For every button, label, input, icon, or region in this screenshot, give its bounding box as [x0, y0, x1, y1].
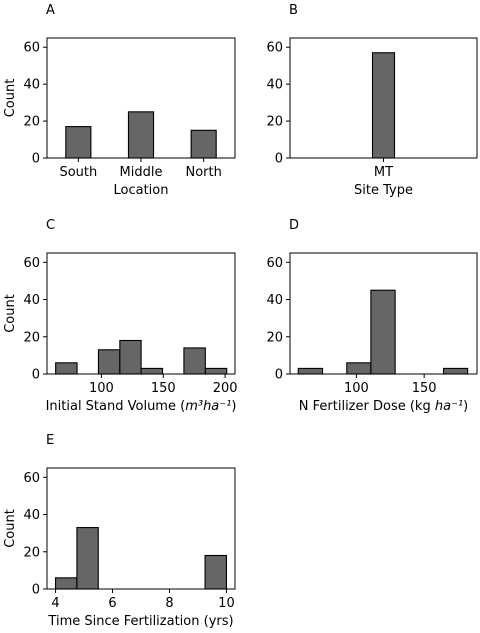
x-tick-label: North	[185, 165, 221, 180]
panel-letter: D	[289, 218, 299, 233]
y-tick-label: 20	[266, 330, 283, 345]
x-tick-label: 8	[165, 596, 173, 611]
histogram-bar	[297, 367, 324, 375]
x-tick-label: 100	[89, 381, 114, 396]
histogram-bar	[370, 289, 396, 375]
y-tick-label: 0	[32, 368, 40, 383]
x-tick-label: 10	[218, 596, 235, 611]
y-tick-label: 40	[23, 78, 40, 93]
axes-frame	[46, 252, 236, 375]
y-tick-label: 40	[266, 293, 283, 308]
panel-d: D 100 150 0 20 40 60 N Fertilizer Dose (kg ha⁻¹…	[266, 218, 478, 414]
x-tick-label: 100	[344, 381, 369, 396]
y-tick-label: 60	[266, 41, 283, 56]
panel-letter: A	[46, 3, 55, 18]
histogram-bar	[54, 577, 78, 590]
y-axis-label: Count	[3, 294, 18, 333]
bar-south	[65, 126, 92, 159]
y-tick-label: 0	[275, 152, 283, 167]
panel-e: E 4 6 8 10 0 20 40 60 Count Time Since Fertilizati…	[3, 433, 236, 629]
panel-letter: B	[289, 3, 298, 18]
histogram-bar	[346, 362, 372, 375]
y-axis-label: Count	[3, 509, 18, 548]
y-tick-label: 0	[275, 368, 283, 383]
bar-middle	[127, 111, 155, 159]
y-tick-label: 20	[23, 115, 40, 130]
histogram-bar	[97, 349, 121, 375]
axes-frame	[46, 37, 236, 159]
y-axis-label: Count	[3, 79, 18, 118]
y-tick-label: 60	[23, 41, 40, 56]
y-tick-label: 40	[23, 293, 40, 308]
histogram-bar	[76, 527, 99, 590]
bar-mt	[371, 52, 396, 159]
histogram-bar	[204, 367, 228, 375]
x-axis-label: Time Since Fertilization (yrs)	[47, 614, 233, 629]
y-tick-label: 60	[23, 256, 40, 271]
y-tick-label: 40	[23, 508, 40, 523]
panel-a: A South Middle North 0 20 40 60 Count Location	[3, 3, 236, 198]
histogram-bar	[442, 367, 469, 375]
x-tick-label: South	[59, 165, 97, 180]
y-tick-label: 60	[266, 256, 283, 271]
x-axis-label: Location	[114, 183, 169, 198]
x-tick-label: 200	[213, 381, 238, 396]
x-axis-label: Initial Stand Volume (m³ha⁻¹)	[46, 399, 237, 414]
axes-frame	[289, 37, 478, 159]
axes-frame	[46, 467, 236, 590]
panel-c: C 100 150 200 0 20 40 60 Count Initial Stand Volu…	[3, 218, 238, 414]
panel-letter: C	[46, 218, 55, 233]
panel-letter: E	[46, 433, 54, 448]
x-axis-label: Site Type	[354, 183, 413, 198]
x-tick-label: 150	[412, 381, 437, 396]
y-tick-label: 40	[266, 78, 283, 93]
histogram-bar	[183, 347, 206, 375]
x-tick-label: MT	[374, 165, 393, 180]
y-tick-label: 0	[32, 152, 40, 167]
x-tick-label: 4	[51, 596, 59, 611]
x-axis-label: N Fertilizer Dose (kg ha⁻¹)	[299, 399, 468, 414]
y-tick-label: 60	[23, 471, 40, 486]
x-tick-label: Middle	[120, 165, 163, 180]
x-tick-label: 6	[108, 596, 116, 611]
bar-north	[190, 129, 217, 159]
x-tick-label: 150	[151, 381, 176, 396]
y-tick-label: 20	[266, 115, 283, 130]
y-tick-label: 20	[23, 330, 40, 345]
histogram-bar	[140, 367, 164, 375]
panel-b: B MT 0 20 40 60 Site Type	[266, 3, 478, 198]
histogram-bar	[55, 362, 78, 375]
y-tick-label: 20	[23, 545, 40, 560]
histogram-bar	[204, 554, 228, 590]
axes-frame	[289, 252, 478, 375]
y-tick-label: 0	[32, 583, 40, 598]
histogram-bar	[119, 339, 142, 375]
